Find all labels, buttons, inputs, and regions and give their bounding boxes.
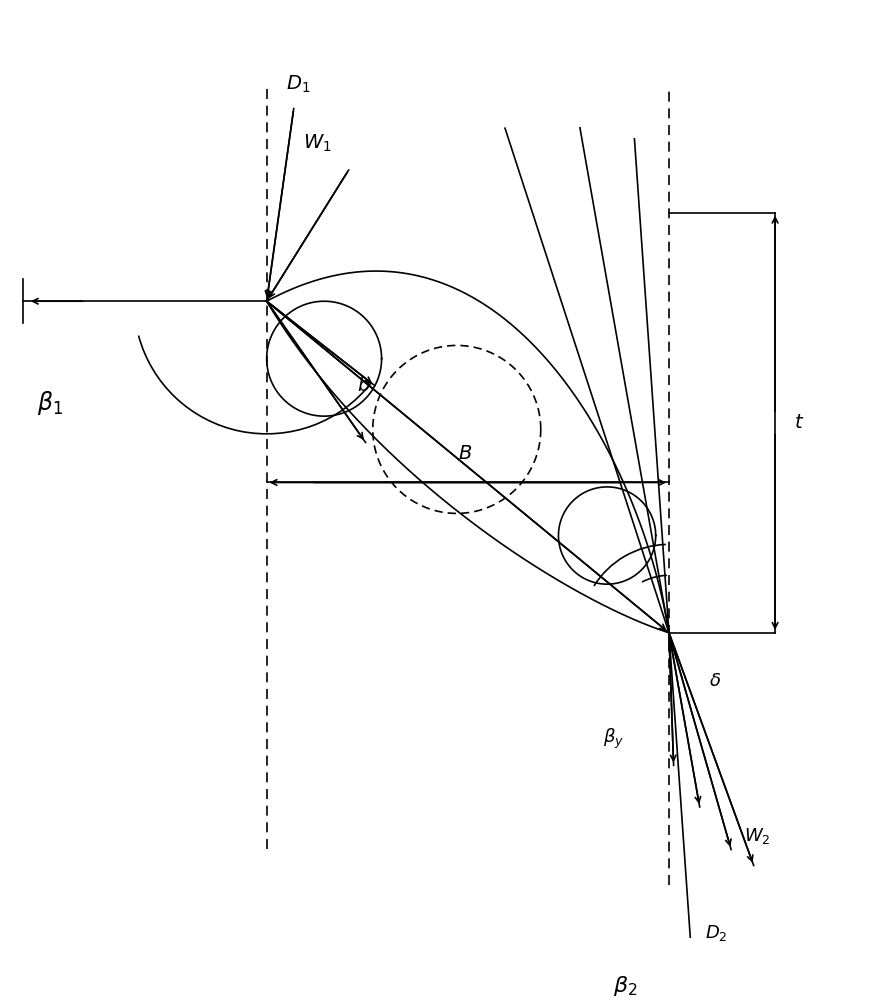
Text: $W_2$: $W_2$ — [743, 826, 770, 846]
Text: $\beta_2$: $\beta_2$ — [612, 974, 636, 998]
Text: $\beta_1$: $\beta_1$ — [37, 389, 63, 417]
Text: B: B — [458, 444, 471, 463]
Text: b: b — [357, 376, 369, 395]
Text: $D_2$: $D_2$ — [704, 923, 727, 943]
Text: $D_1$: $D_1$ — [285, 74, 310, 95]
Text: t: t — [794, 413, 801, 432]
Text: $\beta_y$: $\beta_y$ — [602, 727, 623, 751]
Text: $W_1$: $W_1$ — [303, 133, 331, 154]
Text: $\delta$: $\delta$ — [708, 672, 720, 690]
